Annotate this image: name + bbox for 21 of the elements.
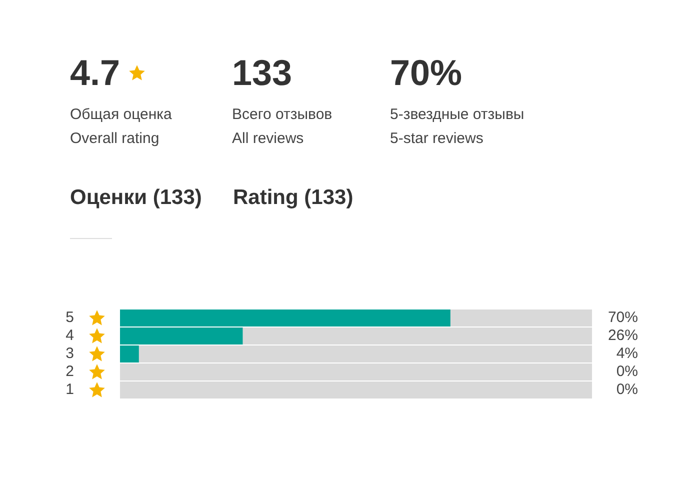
text: 133 [232,52,292,94]
text: Всего отзывов [232,106,332,123]
y-tick-label: 2 [66,363,74,380]
text: 5-star reviews [390,130,484,147]
chart-title: Оценки (133) [70,186,202,210]
data-label: 0% [616,363,638,380]
text: Общая оценка [70,106,172,123]
text: 70% [390,52,462,94]
text: 4.7 [70,52,120,94]
text: 5-звездные отзывы [390,106,524,123]
y-tick-label: 1 [66,381,74,398]
data-label: 26% [608,327,638,344]
y-tick-label: 3 [66,345,74,362]
text: Overall rating [70,130,160,147]
data-label: 0% [616,381,638,398]
data-label: 4% [616,345,638,362]
chart-subtitle: Rating (133) [233,186,354,210]
y-tick-label: 5 [66,309,74,326]
data-label: 70% [608,309,638,326]
text: All reviews [232,130,304,147]
y-tick-label: 4 [66,327,74,344]
